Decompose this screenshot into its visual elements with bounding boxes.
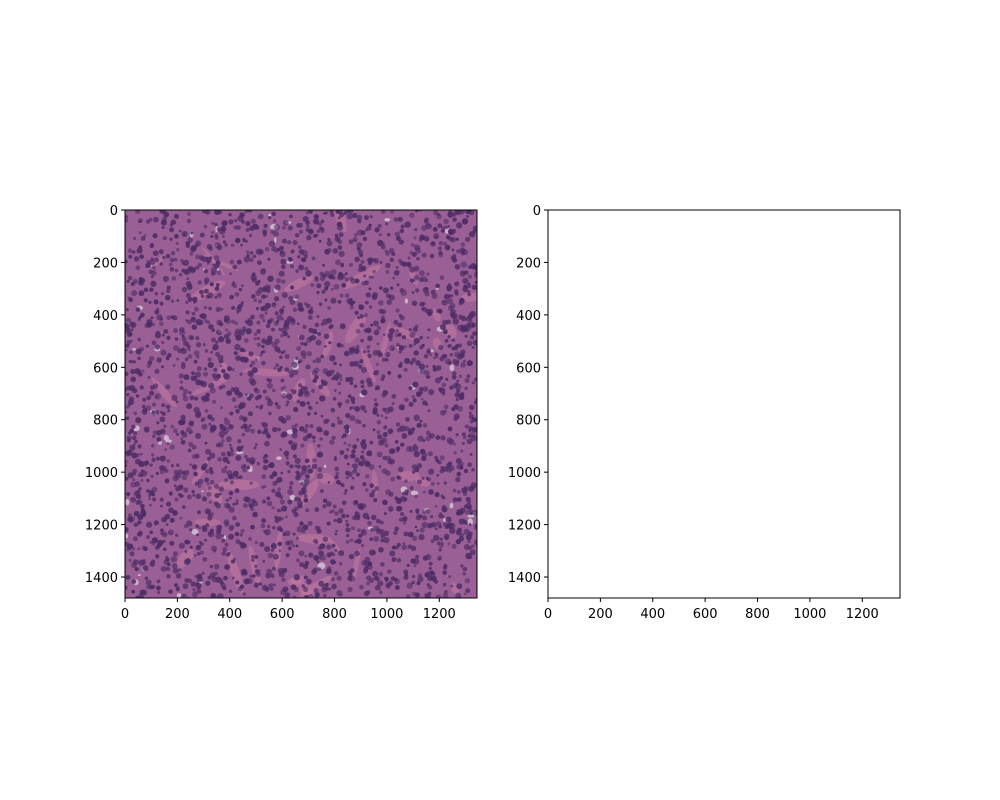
x-tick-label: 0 [544,607,552,622]
y-tick-label: 1200 [85,519,118,534]
right-x-axis: 0 200 400 600 800 1000 1200 [544,598,879,622]
right-panel: 0 200 400 600 800 1000 1200 0 200 400 600 800 1000 1… [508,204,901,622]
y-tick-label: 800 [93,414,118,429]
x-tick-label: 1000 [793,607,826,622]
y-tick-label: 0 [110,204,118,219]
right-y-axis: 0 200 400 600 800 1000 1200 1400 [508,204,548,586]
left-panel: 0 200 400 600 800 1000 1200 0 200 400 600 800 1000 1… [85,204,478,622]
right-axes-frame [547,209,901,599]
y-tick-label: 1400 [85,571,118,586]
x-tick-label: 0 [121,607,129,622]
histology-image [125,210,477,598]
left-axes-frame [124,209,478,599]
x-tick-label: 600 [693,607,718,622]
y-tick-label: 1200 [508,519,541,534]
y-tick-label: 1000 [508,466,541,481]
x-tick-label: 200 [165,607,190,622]
x-tick-label: 800 [322,607,347,622]
x-tick-label: 1200 [846,607,879,622]
y-tick-label: 800 [516,414,541,429]
y-tick-label: 1000 [85,466,118,481]
x-tick-label: 800 [745,607,770,622]
x-tick-label: 600 [270,607,295,622]
left-x-axis: 0 200 400 600 800 1000 1200 [121,598,456,622]
y-tick-label: 600 [93,361,118,376]
y-tick-label: 200 [93,256,118,271]
x-tick-label: 200 [588,607,613,622]
left-y-axis: 0 200 400 600 800 1000 1200 1400 [85,204,125,586]
x-tick-label: 400 [217,607,242,622]
x-tick-label: 1200 [423,607,456,622]
y-tick-label: 0 [533,204,541,219]
y-tick-label: 400 [93,309,118,324]
x-tick-label: 1000 [370,607,403,622]
x-tick-label: 400 [640,607,665,622]
y-tick-label: 1400 [508,571,541,586]
y-tick-label: 200 [516,256,541,271]
y-tick-label: 400 [516,309,541,324]
y-tick-label: 600 [516,361,541,376]
